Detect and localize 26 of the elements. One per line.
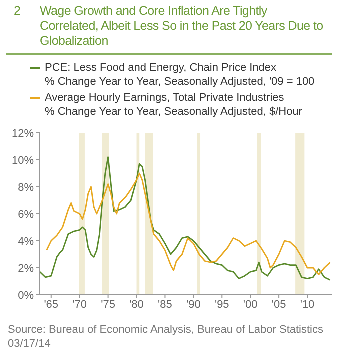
x-tick-label: '85 <box>158 298 172 311</box>
y-tick-label: 8% <box>18 182 34 194</box>
x-tick-label: '75 <box>101 298 116 311</box>
chart-title: Wage Growth and Core Inflation Are Tightly Correlated, Albeit Less So in the Past 20 Years Due to Globalization <box>40 4 324 49</box>
x-tick-label: '00 <box>243 298 258 311</box>
line-series <box>40 156 331 281</box>
x-tick-label: '05 <box>272 298 286 311</box>
y-tick-label: 10% <box>12 154 34 167</box>
y-tick-label: 12% <box>12 128 34 140</box>
y-tick-label: 4% <box>18 236 34 248</box>
text: % Change Year to Year, Seasonally Adjusted, $/Hour <box>44 105 304 119</box>
y-tick-label: 0% <box>18 290 34 302</box>
x-tick-label: '90 <box>186 298 201 311</box>
legend-label: Average Hourly Earnings, Total Private Industries <box>44 91 286 105</box>
text: % Change Year to Year, Seasonally Adjusted, '09 = 100 <box>44 75 316 89</box>
text: 2 <box>14 4 22 20</box>
legend-label: PCE: Less Food and Energy, Chain Price Index <box>44 61 278 75</box>
x-tick-label: '65 <box>44 298 59 311</box>
line-series <box>46 172 331 276</box>
x-tick-label: '80 <box>130 298 144 311</box>
y-tick-label: 2% <box>18 262 34 275</box>
x-tick-label: '70 <box>72 298 88 311</box>
x-tick-label: '95 <box>214 298 230 311</box>
y-tick-label: 6% <box>18 208 34 221</box>
source-note: Source: Bureau of Economic Analysis, Bureau of Labor Statistics 03/17/14 <box>7 323 324 351</box>
x-tick-label: '10 <box>300 298 315 311</box>
